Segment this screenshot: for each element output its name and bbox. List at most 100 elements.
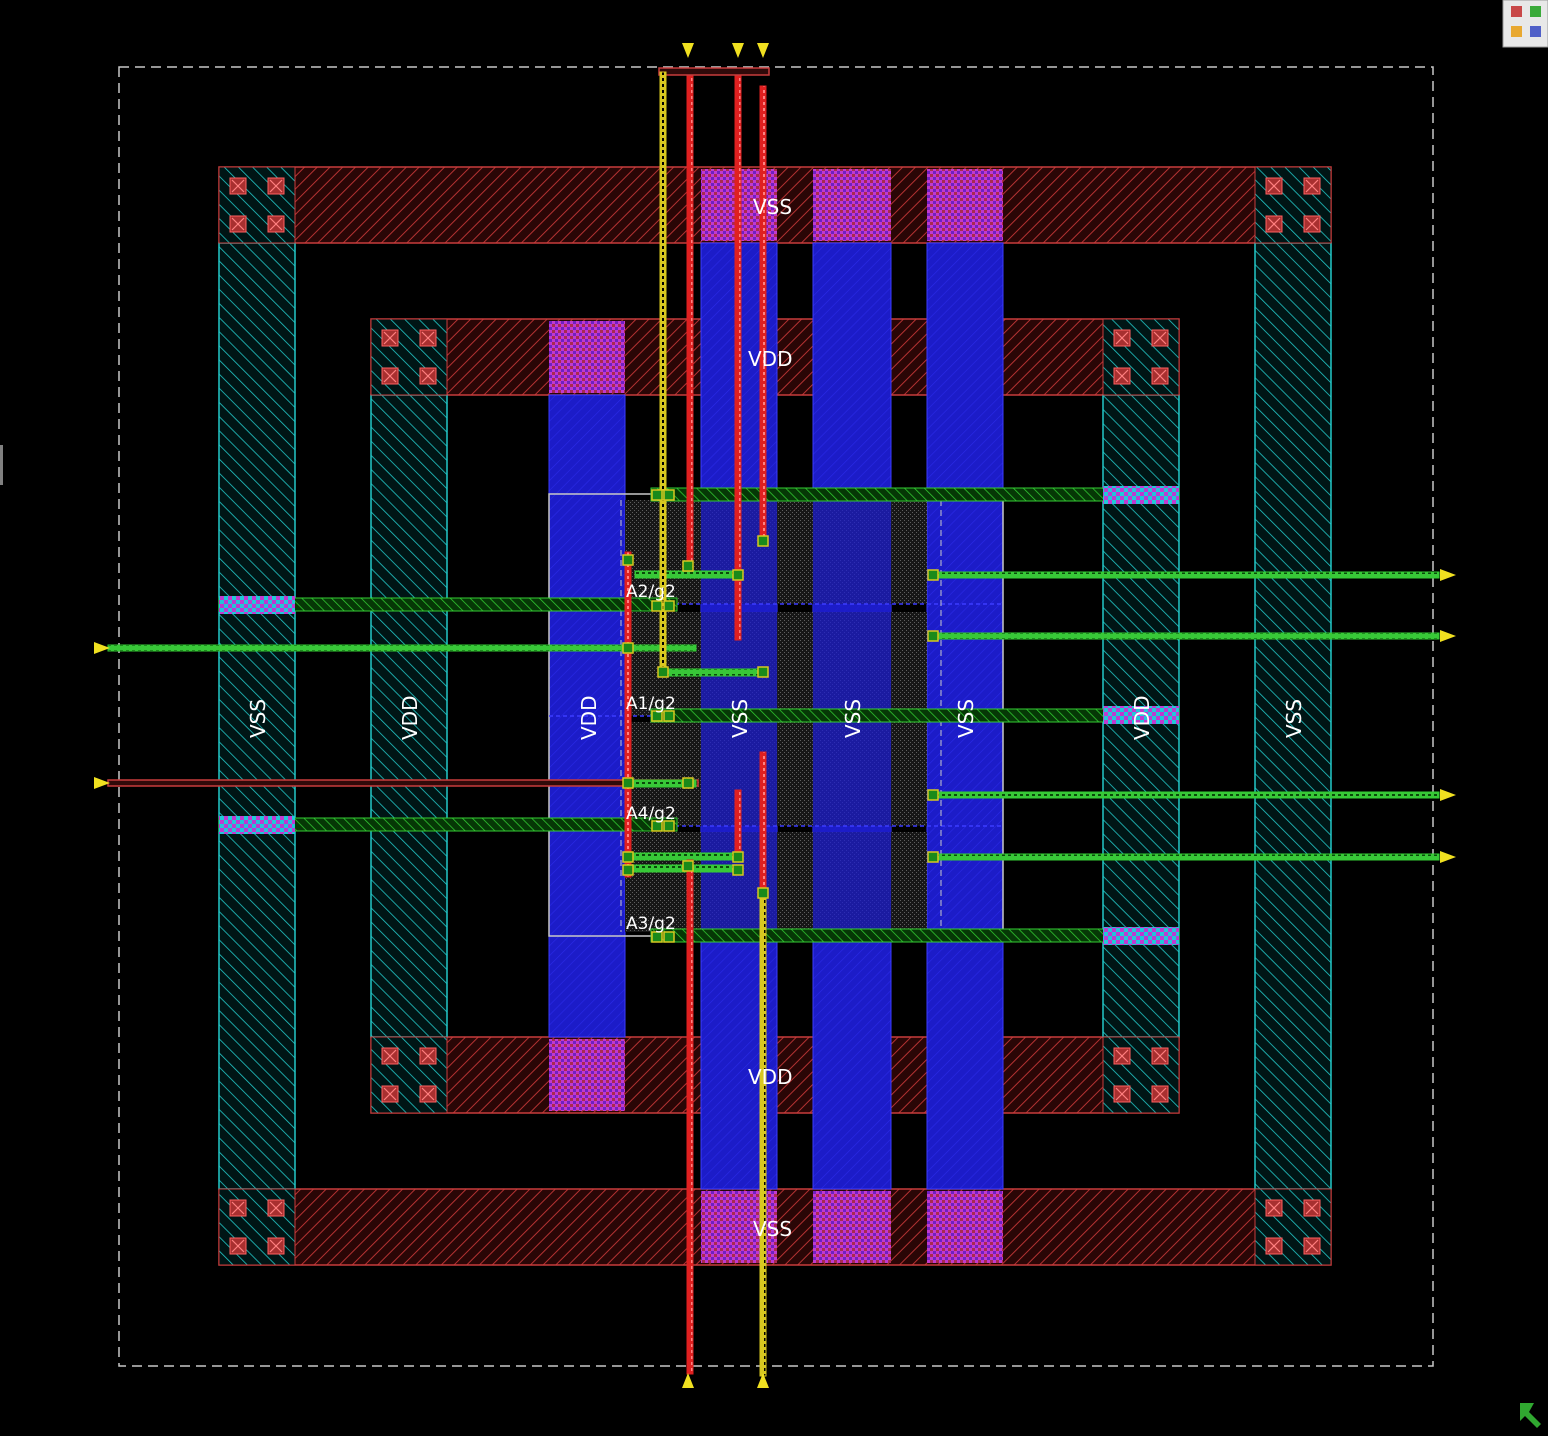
- wire-via: [663, 820, 675, 832]
- pin-marker[interactable]: [757, 43, 769, 58]
- m4-strap[interactable]: [650, 928, 1180, 943]
- wire-via: [927, 851, 939, 863]
- signal-wire[interactable]: [107, 644, 697, 652]
- pin-marker[interactable]: [94, 777, 110, 789]
- signal-wire[interactable]: [734, 69, 742, 641]
- net-label-vss-stripe-3: VSS: [954, 699, 978, 738]
- stripe-via: [927, 1191, 1003, 1263]
- instance-label-a1: A1/g2: [626, 694, 676, 714]
- signal-wire[interactable]: [658, 67, 770, 76]
- net-label-vdd-bottom: VDD: [748, 1065, 792, 1089]
- via-cut: [381, 1085, 399, 1103]
- stripe-via: [549, 1039, 625, 1111]
- net-label-vss-stripe-2: VSS: [841, 699, 865, 738]
- signal-wire[interactable]: [107, 779, 699, 787]
- wire-via: [651, 600, 663, 612]
- signal-wire[interactable]: [759, 889, 767, 1377]
- via-cut: [1303, 215, 1321, 233]
- via-cut: [229, 1237, 247, 1255]
- wire-via: [622, 554, 634, 566]
- wire-via: [682, 560, 694, 572]
- via-cut: [1113, 1085, 1131, 1103]
- net-label-vdd-stripe: VDD: [577, 696, 601, 740]
- stripe-via: [813, 169, 891, 241]
- wire-via: [622, 777, 634, 789]
- io-pins: [94, 43, 1456, 1388]
- signal-wire[interactable]: [932, 853, 1440, 861]
- wire-via: [622, 851, 634, 863]
- wire-via: [663, 489, 675, 501]
- pin-marker[interactable]: [1440, 789, 1456, 801]
- stripe-via: [549, 321, 625, 393]
- via-cut: [1113, 329, 1131, 347]
- signal-wire[interactable]: [624, 551, 632, 878]
- arrow-up-left-icon[interactable]: [1520, 1403, 1541, 1428]
- pin-marker[interactable]: [732, 43, 744, 58]
- signal-wire[interactable]: [759, 751, 767, 891]
- via-cut: [381, 1047, 399, 1065]
- signal-wire[interactable]: [686, 69, 694, 567]
- wire-via: [927, 630, 939, 642]
- net-label-vdd-left: VDD: [398, 696, 422, 740]
- via-cut: [1303, 1199, 1321, 1217]
- instance-label-a3: A3/g2: [626, 914, 676, 934]
- via-cut: [1113, 367, 1131, 385]
- wire-via: [663, 600, 675, 612]
- via-cut: [419, 329, 437, 347]
- net-label-vss-left: VSS: [246, 699, 270, 738]
- design-boundary: [118, 66, 1434, 1367]
- layer-palette-icon[interactable]: [1502, 0, 1548, 48]
- via-cut: [381, 329, 399, 347]
- strap-via: [219, 816, 295, 834]
- wire-via: [622, 642, 634, 654]
- via-cut: [1151, 367, 1169, 385]
- via-cut: [229, 1199, 247, 1217]
- net-label-vss-top: VSS: [753, 195, 792, 219]
- m4-strap[interactable]: [650, 487, 1180, 502]
- via-cut: [381, 367, 399, 385]
- via-cut: [1303, 1237, 1321, 1255]
- signal-wire[interactable]: [932, 632, 1440, 640]
- via-cut: [1113, 1047, 1131, 1065]
- signal-wire[interactable]: [659, 668, 767, 677]
- strap-via: [1103, 706, 1179, 724]
- wire-via: [732, 569, 744, 581]
- wire-via: [663, 710, 675, 722]
- via-cut: [1265, 1199, 1283, 1217]
- signal-wire[interactable]: [686, 859, 694, 1375]
- via-cut: [267, 215, 285, 233]
- pin-marker[interactable]: [682, 43, 694, 58]
- signal-wire[interactable]: [624, 852, 743, 861]
- pin-marker[interactable]: [94, 642, 110, 654]
- pin-marker[interactable]: [757, 1373, 769, 1388]
- pin-marker[interactable]: [1440, 851, 1456, 863]
- pin-marker[interactable]: [682, 1373, 694, 1388]
- canvas-edge-marker: [0, 445, 3, 485]
- signal-wire[interactable]: [759, 85, 767, 542]
- vss-ring-right[interactable]: [1254, 242, 1332, 1190]
- wire-via: [682, 860, 694, 872]
- wire-vias: [622, 489, 939, 943]
- wire-via: [622, 864, 634, 876]
- signal-wire[interactable]: [932, 571, 1440, 579]
- via-cut: [1265, 177, 1283, 195]
- strap-via: [219, 596, 295, 614]
- signal-wire[interactable]: [634, 570, 740, 579]
- wire-via: [651, 710, 663, 722]
- net-label-vss-stripe-1: VSS: [728, 699, 752, 738]
- wire-via: [657, 666, 669, 678]
- wire-via: [927, 789, 939, 801]
- pin-marker[interactable]: [1440, 630, 1456, 642]
- signal-wire[interactable]: [734, 789, 742, 861]
- via-cut: [1303, 177, 1321, 195]
- wire-via: [651, 931, 663, 943]
- via-cut: [1265, 1237, 1283, 1255]
- net-label-vdd-right: VDD: [1130, 696, 1154, 740]
- strap-via: [1103, 486, 1179, 504]
- signal-wire[interactable]: [932, 791, 1440, 799]
- pin-marker[interactable]: [1440, 569, 1456, 581]
- via-cut: [229, 177, 247, 195]
- vdd-ring-left[interactable]: [370, 394, 448, 1038]
